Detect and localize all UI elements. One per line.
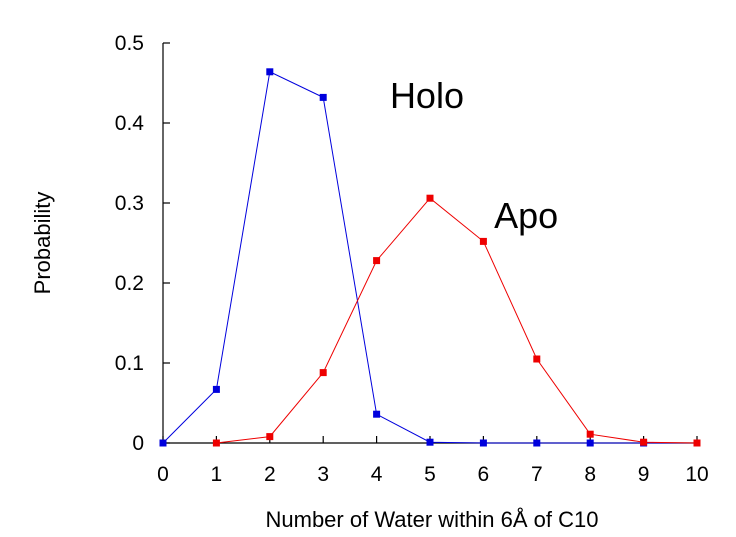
x-tick-label: 5 [424, 463, 436, 486]
y-tick-label: 0.1 [115, 352, 144, 375]
data-point-apo [479, 237, 487, 245]
x-ticks: 0 1 2 3 4 5 6 7 8 9 10 [157, 436, 709, 486]
x-tick-label: 9 [638, 463, 650, 486]
x-tick-label: 2 [264, 463, 276, 486]
data-point-holo [426, 438, 434, 446]
x-tick-label: 3 [317, 463, 329, 486]
data-point-holo [586, 439, 594, 447]
annotation-holo: Holo [390, 75, 464, 116]
x-tick-label: 1 [211, 463, 223, 486]
data-point-apo [586, 430, 594, 438]
data-point-apo [640, 438, 648, 446]
data-point-holo [266, 68, 274, 76]
series-line-holo [162, 71, 697, 444]
x-tick-label: 6 [478, 463, 490, 486]
y-tick-label: 0 [132, 432, 144, 455]
data-point-holo [212, 385, 220, 393]
series-holo [159, 68, 701, 447]
data-point-apo [373, 257, 381, 265]
annotation-layer: Holo Apo [390, 75, 558, 236]
data-point-apo [266, 433, 274, 441]
data-point-holo [373, 410, 381, 418]
y-tick-label: 0.5 [115, 32, 144, 55]
series-line-apo [216, 197, 698, 444]
y-tick-label: 0.3 [115, 192, 144, 215]
data-point-apo [693, 439, 701, 447]
data-point-holo [319, 93, 327, 101]
data-point-holo [479, 439, 487, 447]
x-tick-label: 4 [371, 463, 383, 486]
series-apo [212, 194, 701, 447]
x-axis-title: Number of Water within 6Å of C10 [266, 507, 599, 532]
data-point-holo [533, 439, 541, 447]
series-layer [159, 68, 701, 447]
y-tick-label: 0.4 [115, 112, 145, 135]
x-tick-label: 8 [584, 463, 596, 486]
annotation-apo: Apo [494, 195, 558, 236]
data-point-apo [426, 194, 434, 202]
y-axis-title: Probability [30, 192, 55, 295]
data-point-apo [212, 439, 220, 447]
data-point-apo [319, 369, 327, 377]
data-point-apo [533, 355, 541, 363]
y-ticks: 0 0.1 0.2 0.3 0.4 0.5 [115, 32, 170, 455]
x-tick-label: 10 [685, 463, 708, 486]
x-tick-label: 7 [531, 463, 543, 486]
y-tick-label: 0.2 [115, 272, 144, 295]
data-point-holo [159, 439, 167, 447]
x-tick-label: 0 [157, 463, 169, 486]
